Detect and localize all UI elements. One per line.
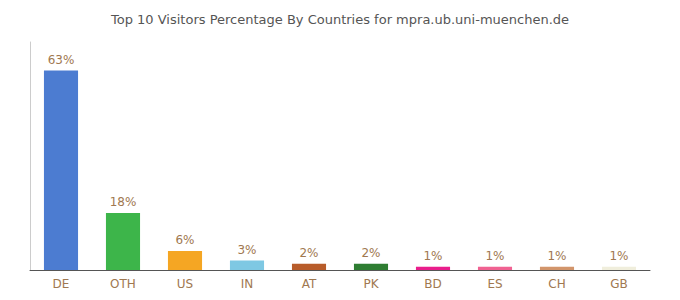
svg-text:Top 10 Visitors Percentage By: Top 10 Visitors Percentage By Countries …	[110, 12, 569, 27]
svg-text:2%: 2%	[299, 246, 318, 260]
svg-text:1%: 1%	[609, 249, 628, 263]
svg-text:1%: 1%	[547, 249, 566, 263]
svg-text:2%: 2%	[361, 246, 380, 260]
svg-text:1%: 1%	[423, 249, 442, 263]
svg-text:US: US	[177, 277, 193, 291]
svg-text:1%: 1%	[485, 249, 504, 263]
svg-text:BD: BD	[424, 277, 441, 291]
svg-text:OTH: OTH	[110, 277, 136, 291]
svg-text:63%: 63%	[48, 53, 75, 67]
svg-text:3%: 3%	[237, 243, 256, 257]
svg-text:PK: PK	[363, 277, 379, 291]
svg-text:DE: DE	[53, 277, 70, 291]
svg-text:AT: AT	[302, 277, 317, 291]
svg-text:ES: ES	[487, 277, 502, 291]
svg-text:18%: 18%	[110, 195, 137, 209]
svg-text:GB: GB	[610, 277, 628, 291]
svg-text:6%: 6%	[175, 233, 194, 247]
svg-text:IN: IN	[241, 277, 254, 291]
svg-text:CH: CH	[548, 277, 565, 291]
